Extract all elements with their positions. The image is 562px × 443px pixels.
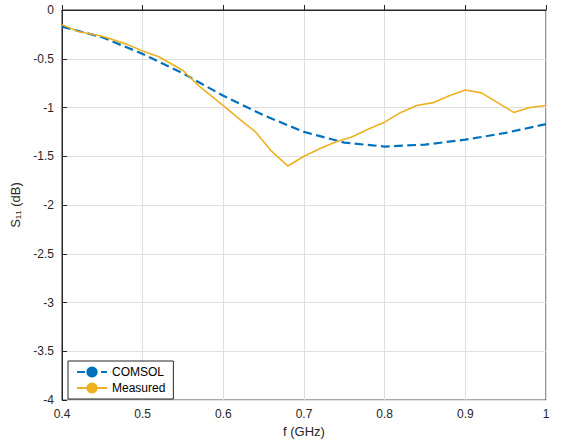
svg-text:S₁₁ (dB): S₁₁ (dB) (8, 182, 23, 228)
svg-text:0.8: 0.8 (376, 407, 393, 421)
svg-text:-2.5: -2.5 (33, 247, 54, 261)
svg-text:0.4: 0.4 (54, 407, 71, 421)
svg-text:f (GHz): f (GHz) (283, 424, 325, 439)
svg-text:-2: -2 (43, 198, 54, 212)
svg-text:0: 0 (47, 3, 54, 17)
svg-text:0.5: 0.5 (134, 407, 151, 421)
svg-text:Measured: Measured (112, 381, 165, 395)
svg-text:-4: -4 (43, 393, 54, 407)
svg-text:-3.5: -3.5 (33, 344, 54, 358)
svg-text:-3: -3 (43, 296, 54, 310)
svg-text:0.6: 0.6 (215, 407, 232, 421)
svg-text:COMSOL: COMSOL (112, 365, 164, 379)
svg-text:0.9: 0.9 (457, 407, 474, 421)
svg-text:-1: -1 (43, 101, 54, 115)
svg-text:-0.5: -0.5 (33, 52, 54, 66)
svg-text:0.7: 0.7 (296, 407, 313, 421)
svg-text:-1.5: -1.5 (33, 149, 54, 163)
svg-text:1: 1 (543, 407, 550, 421)
